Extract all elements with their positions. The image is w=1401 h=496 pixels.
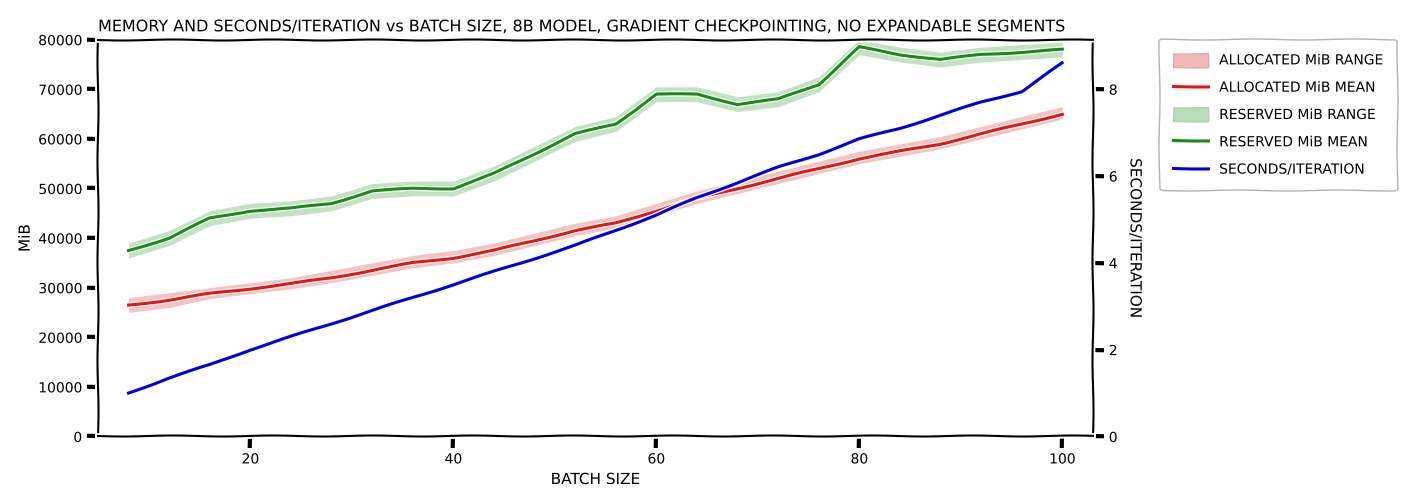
Y-axis label: SECONDS/ITERATION: SECONDS/ITERATION	[1128, 158, 1143, 318]
X-axis label: BATCH SIZE: BATCH SIZE	[551, 472, 640, 487]
Y-axis label: MiB: MiB	[18, 224, 32, 252]
Text: MEMORY AND SECONDS/ITERATION vs BATCH SIZE, 8B MODEL, GRADIENT CHECKPOINTING, NO: MEMORY AND SECONDS/ITERATION vs BATCH SI…	[98, 19, 1070, 34]
Legend: ALLOCATED MiB RANGE, ALLOCATED MiB MEAN, RESERVED MiB RANGE, RESERVED MiB MEAN, : ALLOCATED MiB RANGE, ALLOCATED MiB MEAN,…	[1160, 39, 1397, 190]
